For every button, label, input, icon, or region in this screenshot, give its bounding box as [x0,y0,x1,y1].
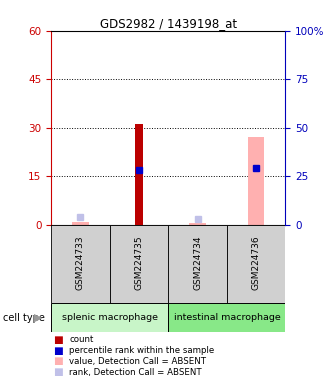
Bar [189,223,206,225]
Text: ■: ■ [53,346,63,356]
Text: intestinal macrophage: intestinal macrophage [174,313,280,322]
Text: ■: ■ [53,335,63,345]
Text: value, Detection Call = ABSENT: value, Detection Call = ABSENT [69,357,206,366]
Bar [72,222,89,225]
Bar [168,225,227,303]
Text: GSM224734: GSM224734 [193,235,202,290]
Text: ■: ■ [53,367,63,377]
Text: splenic macrophage: splenic macrophage [62,313,158,322]
Text: cell type: cell type [3,313,45,323]
Bar [110,225,168,303]
Bar [51,225,110,303]
Bar [51,303,168,332]
Text: percentile rank within the sample: percentile rank within the sample [69,346,214,355]
Text: ▶: ▶ [34,313,42,323]
Bar [168,303,285,332]
Text: count: count [69,335,94,344]
Bar [248,137,264,225]
Text: ■: ■ [53,356,63,366]
Text: GSM224736: GSM224736 [252,235,261,290]
Bar [227,225,285,303]
Title: GDS2982 / 1439198_at: GDS2982 / 1439198_at [100,17,237,30]
Text: rank, Detection Call = ABSENT: rank, Detection Call = ABSENT [69,367,202,377]
Bar [135,124,143,225]
Text: GSM224735: GSM224735 [135,235,144,290]
Text: GSM224733: GSM224733 [76,235,85,290]
